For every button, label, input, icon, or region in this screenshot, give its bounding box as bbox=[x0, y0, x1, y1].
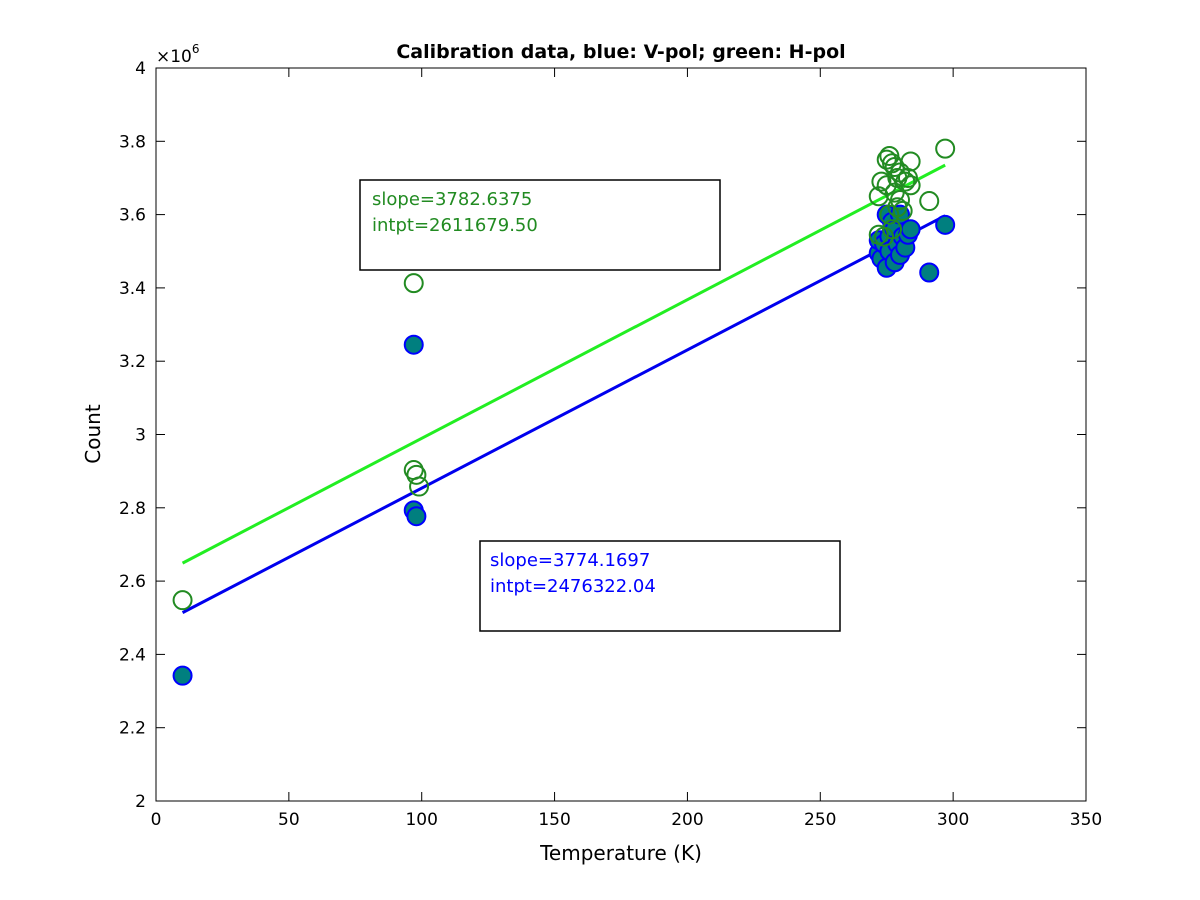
h-pol-point bbox=[406, 464, 427, 485]
annotation-v-pol-box bbox=[479, 540, 841, 632]
y-tick-label: 3.2 bbox=[119, 352, 146, 372]
annotation-h-pol-box bbox=[359, 179, 721, 271]
h-pol-point bbox=[172, 590, 193, 611]
y-axis: 2 2.2 2.4 2.6 2.8 3 3.2 3.4 3.6 3.8 4 bbox=[119, 59, 1086, 812]
fit-lines bbox=[181, 163, 946, 614]
h-pol-point bbox=[882, 219, 903, 240]
h-pol-point bbox=[892, 200, 913, 221]
annotation-h-pol-slope: slope=3782.6375 bbox=[372, 189, 532, 210]
h-pol-point bbox=[895, 171, 916, 192]
y-tick-label: 3.8 bbox=[119, 132, 146, 152]
annotation-h-pol: slope=3782.6375 intpt=2611679.50 bbox=[359, 179, 721, 271]
y-exponent-power: 6 bbox=[192, 42, 200, 56]
x-axis-label: Temperature (K) bbox=[539, 841, 702, 865]
annotation-v-pol-intercept: intpt=2476322.04 bbox=[490, 576, 656, 597]
annotation-v-pol: slope=3774.1697 intpt=2476322.04 bbox=[479, 540, 841, 632]
h-pol-point bbox=[871, 171, 892, 192]
v-pol-point bbox=[935, 214, 956, 235]
v-pol-point bbox=[919, 262, 940, 283]
h-pol-point bbox=[403, 273, 424, 294]
x-tick-label: 300 bbox=[937, 810, 969, 830]
plot-area: 0 50 100 150 200 250 300 350 2 2.2 2.4 2.6 2.8 3 3.2 3… bbox=[119, 59, 1102, 830]
h-pol-point bbox=[919, 191, 940, 212]
v-pol-point bbox=[403, 334, 424, 355]
y-tick-label: 2.2 bbox=[119, 719, 146, 739]
annotation-h-pol-intercept: intpt=2611679.50 bbox=[372, 215, 538, 236]
y-tick-label: 3.6 bbox=[119, 206, 146, 226]
y-tick-label: 2 bbox=[135, 792, 146, 812]
data-points bbox=[172, 138, 956, 686]
v-pol-point bbox=[406, 506, 427, 527]
y-tick-label: 2.4 bbox=[119, 645, 146, 665]
x-axis: 0 50 100 150 200 250 300 350 bbox=[151, 68, 1102, 830]
annotation-v-pol-slope: slope=3774.1697 bbox=[490, 550, 650, 571]
y-exponent-base: ×10 bbox=[156, 47, 192, 67]
y-tick-label: 4 bbox=[135, 59, 146, 79]
y-axis-label: Count bbox=[81, 404, 105, 464]
y-tick-label: 3.4 bbox=[119, 279, 146, 299]
h-pol-point bbox=[935, 138, 956, 159]
h-pol-point bbox=[409, 476, 430, 497]
x-tick-label: 50 bbox=[278, 810, 300, 830]
x-tick-label: 0 bbox=[151, 810, 162, 830]
x-tick-label: 100 bbox=[405, 810, 437, 830]
v-pol-point bbox=[172, 665, 193, 686]
y-tick-label: 2.6 bbox=[119, 572, 146, 592]
v-pol-point bbox=[900, 219, 921, 240]
h-pol-point bbox=[900, 151, 921, 172]
x-tick-label: 150 bbox=[538, 810, 570, 830]
h-pol-point bbox=[900, 175, 921, 196]
x-tick-label: 200 bbox=[671, 810, 703, 830]
h-pol-point bbox=[890, 189, 910, 210]
y-tick-label: 3 bbox=[135, 426, 146, 446]
x-tick-label: 250 bbox=[804, 810, 836, 830]
fit-line-v-pol bbox=[181, 214, 946, 614]
y-exponent: ×106 bbox=[156, 42, 200, 67]
x-tick-label: 350 bbox=[1070, 810, 1102, 830]
chart-title: Calibration data, blue: V-pol; green: H-… bbox=[396, 41, 845, 63]
y-tick-label: 2.8 bbox=[119, 499, 146, 519]
fit-line-h-pol bbox=[181, 163, 946, 565]
